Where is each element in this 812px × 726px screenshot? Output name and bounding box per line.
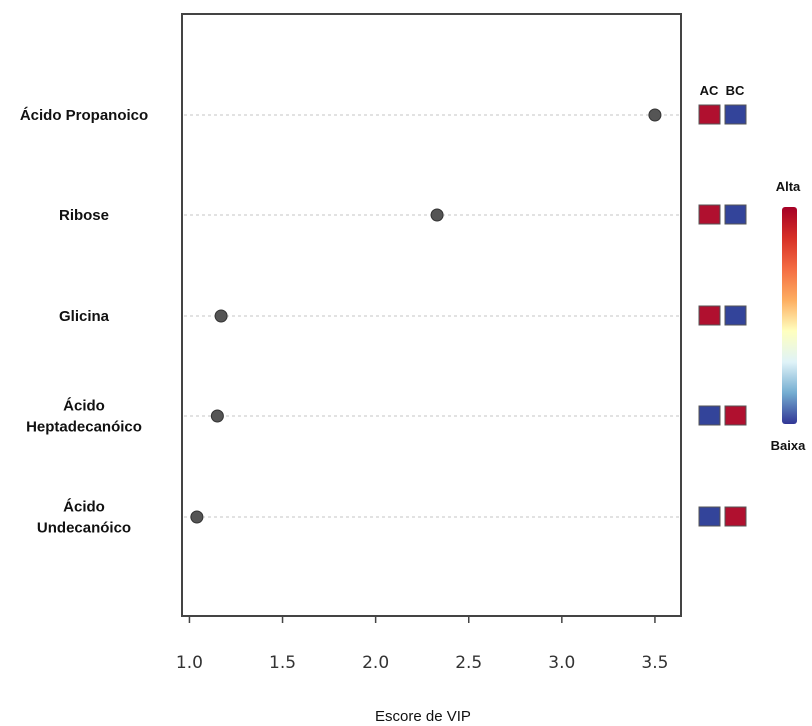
- x-tick-label: 1.0: [176, 653, 203, 673]
- data-point: [210, 409, 224, 423]
- plot-frame: [181, 13, 682, 617]
- x-tick-label: 2.0: [362, 653, 389, 673]
- x-axis: 1.0 1.5 2.0 2.5 3.0 3.5: [176, 616, 668, 673]
- heatmap-cell: [724, 204, 747, 225]
- heatmap-cell: [698, 506, 721, 527]
- category-label: Glicina: [59, 308, 110, 325]
- legend-low-label: Baixa: [771, 438, 806, 453]
- heatmap-cell: [724, 405, 747, 426]
- category-label: Ribose: [59, 207, 109, 224]
- heatmap-header-ac: AC: [700, 83, 719, 98]
- color-scale-bar: [782, 207, 797, 424]
- heatmap-cell: [724, 104, 747, 125]
- data-point: [190, 510, 204, 524]
- x-tick-label: 2.5: [455, 653, 482, 673]
- data-point: [648, 108, 662, 122]
- data-point: [214, 309, 228, 323]
- color-scale-legend: Alta Baixa: [771, 179, 806, 453]
- heatmap-cell: [698, 305, 721, 326]
- gridlines: [184, 114, 679, 518]
- category-label: Ácido Undecanóico: [37, 499, 131, 537]
- heatmap-cell: [698, 405, 721, 426]
- heatmap-cell: [724, 506, 747, 527]
- heatmap-column: AC BC: [698, 83, 747, 527]
- x-tick-label: 3.0: [548, 653, 575, 673]
- data-point: [430, 208, 444, 222]
- x-axis-title: Escore de VIP: [375, 708, 471, 725]
- category-label: Ácido Propanoico: [20, 107, 148, 124]
- category-labels: Ácido Propanoico Ribose Glicina Ácido Heptad…: [20, 107, 148, 537]
- x-tick-label: 1.5: [269, 653, 296, 673]
- x-tick-label: 3.5: [641, 653, 668, 673]
- data-points: [190, 108, 662, 524]
- heatmap-cell: [724, 305, 747, 326]
- heatmap-header-bc: BC: [726, 83, 745, 98]
- heatmap-cell: [698, 204, 721, 225]
- category-label: Ácido Heptadecanóico: [26, 398, 142, 436]
- legend-high-label: Alta: [776, 179, 801, 194]
- heatmap-cell: [698, 104, 721, 125]
